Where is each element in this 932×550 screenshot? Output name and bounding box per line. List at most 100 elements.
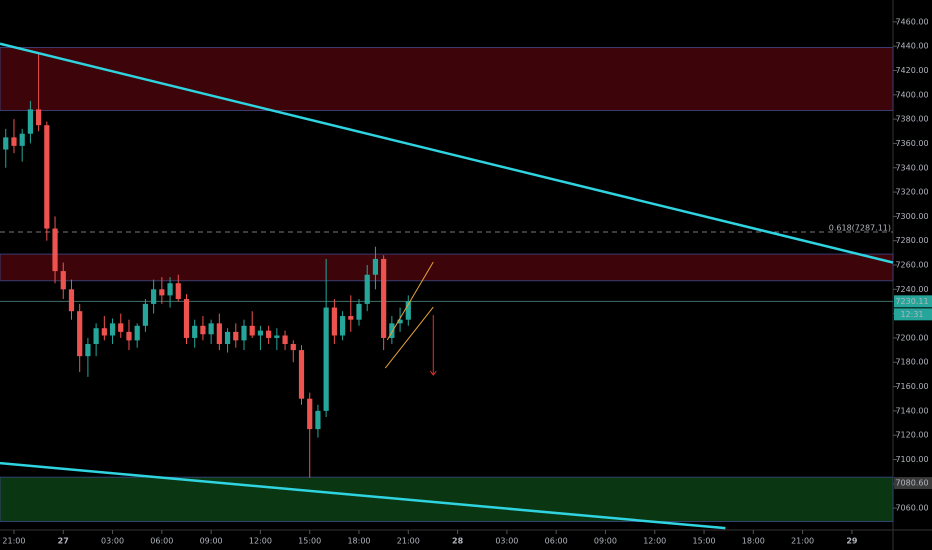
y-tick-label: 7380.00 [895,115,928,124]
candle-body [118,323,124,332]
candle-body [134,325,140,341]
x-tick-label: 15:00 [693,537,716,546]
candle-body [208,323,214,335]
price-label-box [894,477,932,490]
x-tick-label: 21:00 [2,537,25,546]
price-label-box [894,295,932,308]
x-tick-label: 09:00 [200,537,223,546]
trendline [386,261,434,341]
y-tick-label: 7300.00 [895,212,928,221]
x-tick-label: 09:00 [594,537,617,546]
candle-body [339,316,346,336]
candle-body [52,228,58,272]
candle-body [307,398,313,430]
y-tick-label: 7240.00 [895,285,928,294]
x-tick-label: 03:00 [495,537,518,546]
candle-body [11,137,17,146]
candle-body [85,344,91,357]
candle-body [405,301,411,320]
x-tick-label: 21:00 [397,537,420,546]
candle-body [36,109,42,126]
candle-body [356,303,362,320]
x-tick-label: 18:00 [742,537,765,546]
y-tick-label: 7160.00 [895,382,928,391]
candle-body [372,258,379,275]
candle-body [216,323,222,345]
candle-body [68,289,75,312]
candle-body [44,125,50,229]
trendline [0,42,894,264]
y-tick-label: 7260.00 [895,261,928,270]
candle-body [19,133,25,146]
x-tick-label: 15:00 [298,537,321,546]
price-label: 7080.60 [895,479,928,488]
y-tick-label: 7100.00 [895,455,928,464]
countdown: 12:31 [900,310,923,319]
x-tick-label: 12:00 [643,537,666,546]
candle-body [397,319,403,324]
y-tick-label: 7340.00 [895,163,928,172]
price-label: 7230.11 [895,297,928,306]
candle-body [224,331,231,345]
candle-body [257,330,264,336]
y-tick-label: 7280.00 [895,236,928,245]
y-tick-label: 7400.00 [895,90,928,99]
candle-body [241,325,247,341]
candle-body [60,271,66,290]
candle-body [93,328,99,345]
candle-body [290,344,296,351]
countdown-box [894,308,932,321]
candle-body [167,283,173,296]
candle-body [77,311,83,357]
candle-body [389,323,395,338]
y-tick-label: 7320.00 [895,188,928,197]
trendline [0,461,726,530]
candle-body [183,299,190,338]
arrow-head [429,370,437,376]
y-tick-label: 7060.00 [895,504,928,513]
candle-body [364,274,370,304]
y-tick-label: 7180.00 [895,358,928,367]
candle-body [233,331,239,341]
candle-body [200,325,206,335]
candle-body [348,316,354,320]
candle-body [331,307,337,336]
trendline [384,306,434,369]
y-tick-label: 7420.00 [895,66,928,75]
zone [0,253,894,282]
candle-body [109,323,116,336]
zone [0,476,894,522]
fib-level-label: 0.618(7287.11) [829,224,891,233]
x-tick-label: 12:00 [249,537,272,546]
candle-body [249,325,255,336]
candle-body [126,331,132,341]
candle-body [323,307,329,411]
candle-body [3,137,9,150]
candle-body [315,410,321,430]
y-tick-label: 7360.00 [895,139,928,148]
candle-body [192,325,198,338]
x-tick-label: 03:00 [101,537,124,546]
candle-body [101,328,107,336]
y-tick-label: 7140.00 [895,406,928,415]
candle-body [27,109,33,134]
zone [0,47,894,112]
candle-body [142,303,149,326]
x-tick-label: 21:00 [791,537,814,546]
y-tick-label: 7200.00 [895,333,928,342]
candle-body [274,335,280,338]
candle-body [381,258,387,338]
candle-body [266,330,272,338]
x-tick-label: 28 [452,537,464,546]
y-tick-label: 7440.00 [895,42,928,51]
x-tick-label: 29 [846,537,858,546]
candle-body [159,289,165,296]
candle-body [282,335,288,345]
x-tick-label: 27 [58,537,69,546]
y-tick-label: 7120.00 [895,431,928,440]
candle-body [175,283,181,300]
x-tick-label: 18:00 [347,537,370,546]
x-tick-label: 06:00 [150,537,173,546]
candle-body [151,289,157,304]
